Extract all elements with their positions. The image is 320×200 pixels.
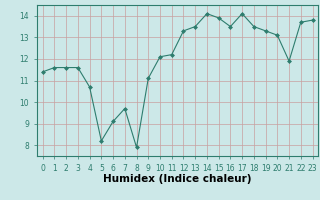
X-axis label: Humidex (Indice chaleur): Humidex (Indice chaleur): [103, 174, 252, 184]
